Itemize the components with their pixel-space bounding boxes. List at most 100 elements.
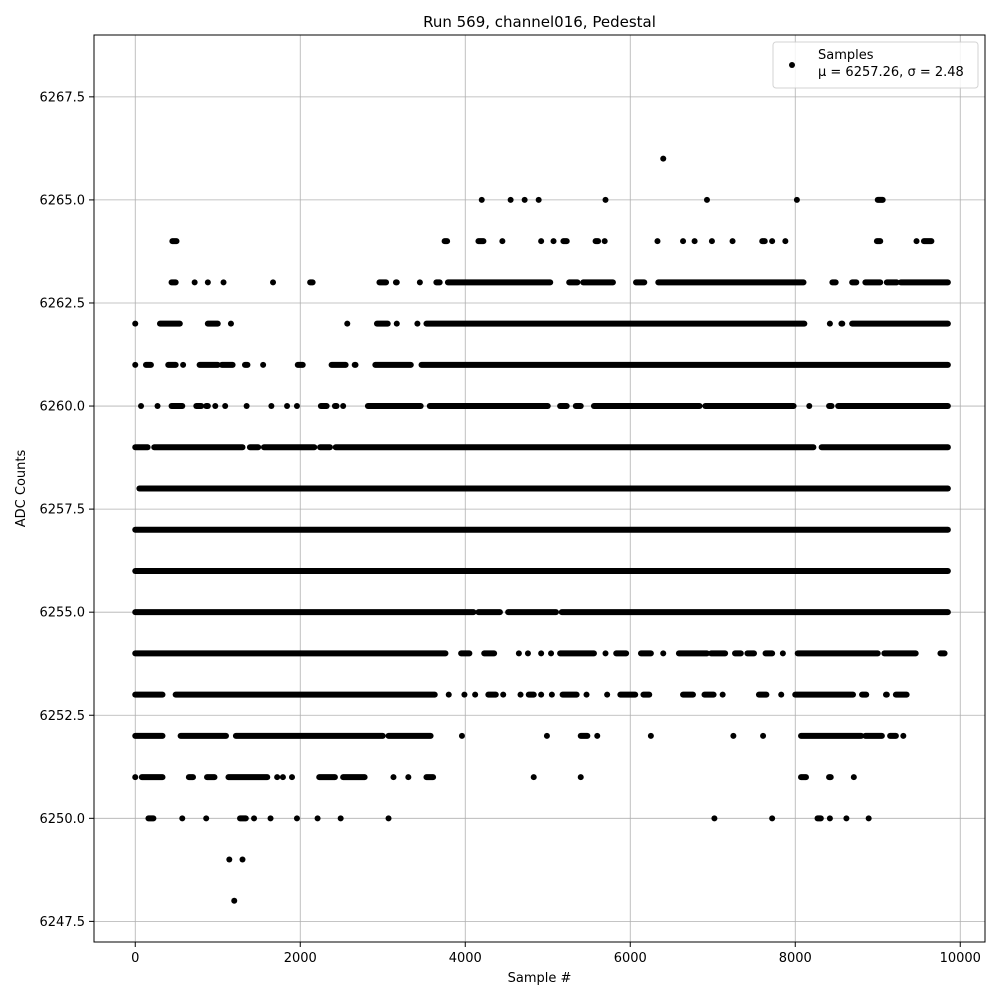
data-point: [293, 815, 300, 822]
data-point: [414, 320, 421, 327]
data-point: [138, 403, 145, 410]
data-point: [515, 650, 522, 657]
data-point: [769, 815, 776, 822]
data-point: [132, 774, 139, 781]
data-point: [535, 196, 542, 203]
data-point: [730, 732, 737, 739]
legend: Samples μ = 6257.26, σ = 2.48: [772, 41, 979, 89]
x-axis-ticks: 0 2000 4000 6000 8000 10000: [131, 942, 981, 966]
data-point: [212, 403, 219, 410]
data-point: [660, 155, 667, 162]
data-point: [274, 774, 281, 781]
data-point: [647, 732, 654, 739]
data-point: [711, 815, 718, 822]
data-point: [204, 279, 211, 286]
data-point: [179, 815, 186, 822]
data-point: [550, 238, 557, 245]
data-point: [226, 856, 233, 863]
data-point: [243, 403, 250, 410]
data-point: [826, 815, 833, 822]
legend-box: [772, 41, 979, 89]
y-axis-label: ADC Counts: [14, 450, 29, 528]
data-point: [279, 774, 286, 781]
data-point: [458, 732, 465, 739]
data-point: [385, 815, 392, 822]
data-point: [530, 774, 537, 781]
data-point: [416, 279, 423, 286]
data-point: [703, 196, 710, 203]
y-tick-label: 6252.5: [40, 709, 86, 724]
data-point: [180, 361, 187, 368]
data-point: [850, 774, 857, 781]
data-point: [708, 238, 715, 245]
data-point: [154, 403, 161, 410]
legend-series-name: Samples: [818, 48, 874, 63]
data-point: [270, 279, 277, 286]
data-point: [445, 691, 452, 698]
data-point: [499, 238, 506, 245]
y-tick-label: 6267.5: [40, 90, 86, 105]
data-point: [583, 691, 590, 698]
data-point: [543, 732, 550, 739]
data-point: [604, 691, 611, 698]
legend-stats-annotation: μ = 6257.26, σ = 2.48: [818, 65, 964, 80]
data-point: [913, 238, 920, 245]
data-point: [680, 238, 687, 245]
y-tick-label: 6255.0: [40, 606, 86, 621]
data-point: [865, 815, 872, 822]
data-point: [227, 320, 234, 327]
data-point: [507, 196, 514, 203]
x-tick-label: 10000: [940, 951, 981, 966]
data-point: [517, 691, 524, 698]
plot-frame: [93, 34, 986, 943]
data-point: [602, 650, 609, 657]
data-point: [729, 238, 736, 245]
data-point: [577, 774, 584, 781]
y-tick-label: 6250.0: [40, 812, 86, 827]
data-point: [203, 815, 210, 822]
y-tick-label: 6262.5: [40, 296, 86, 311]
data-point: [220, 279, 227, 286]
data-point: [654, 238, 661, 245]
data-point: [293, 403, 300, 410]
x-tick-label: 0: [131, 951, 139, 966]
data-point: [337, 815, 344, 822]
data-point: [239, 856, 246, 863]
data-point: [779, 650, 786, 657]
x-tick-label: 2000: [284, 951, 317, 966]
data-point: [538, 650, 545, 657]
y-tick-label: 6265.0: [40, 193, 86, 208]
data-point: [461, 691, 468, 698]
data-point: [251, 815, 258, 822]
data-point: [782, 238, 789, 245]
data-point: [548, 650, 555, 657]
data-point: [132, 320, 139, 327]
data-point: [340, 403, 347, 410]
data-point: [826, 320, 833, 327]
data-point: [660, 650, 667, 657]
data-point: [231, 897, 238, 904]
data-point: [548, 691, 555, 698]
data-point: [222, 403, 229, 410]
x-axis-label: Sample #: [508, 971, 572, 986]
y-axis-ticks: 6247.5 6250.0 6252.5 6255.0 6257.5 6260.0 6262…: [40, 90, 94, 930]
data-point: [267, 815, 274, 822]
data-point: [719, 691, 726, 698]
data-point: [472, 691, 479, 698]
data-point: [314, 815, 321, 822]
x-tick-label: 4000: [449, 951, 482, 966]
data-point: [601, 238, 608, 245]
data-point: [594, 732, 601, 739]
x-tick-label: 8000: [779, 951, 812, 966]
data-point: [344, 320, 351, 327]
data-point: [268, 403, 275, 410]
y-tick-label: 6260.0: [40, 400, 86, 415]
data-point: [500, 691, 507, 698]
data-point: [521, 196, 528, 203]
data-point: [806, 403, 813, 410]
data-point: [538, 691, 545, 698]
data-point: [191, 279, 198, 286]
y-tick-label: 6247.5: [40, 915, 86, 930]
